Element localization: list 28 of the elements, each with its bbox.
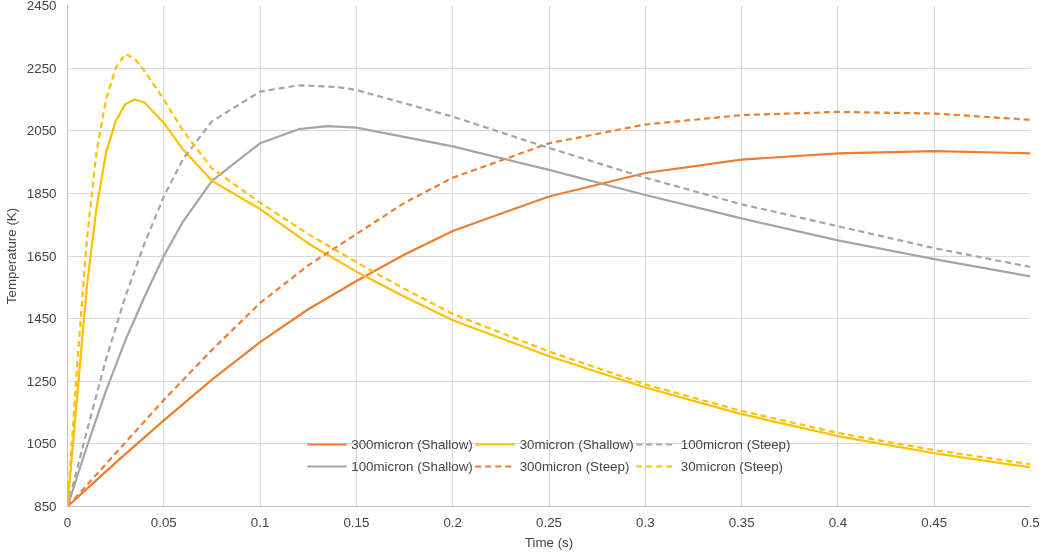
y-tick-label: 2050 <box>26 123 57 139</box>
x-axis-title: Time (s) <box>524 534 574 550</box>
legend-label: 300micron (Steep) <box>519 458 630 474</box>
y-tick-label: 1050 <box>26 436 57 452</box>
x-tick-label: 0.5 <box>1021 514 1040 530</box>
legend-label: 30micron (Steep) <box>680 458 784 474</box>
legend-label: 100micron (Shallow) <box>351 458 473 474</box>
x-tick-label: 0.35 <box>728 514 755 530</box>
y-tick-label: 850 <box>34 499 57 514</box>
y-tick-label: 2450 <box>26 0 57 13</box>
x-tick-label: 0.45 <box>921 514 948 530</box>
x-tick-label: 0.25 <box>536 514 562 530</box>
legend-label: 100micron (Steep) <box>680 436 791 452</box>
x-tick-label: 0.2 <box>443 514 462 530</box>
x-tick-label: 0 <box>63 514 72 530</box>
x-tick-label: 0.05 <box>150 514 177 530</box>
x-tick-label: 0.3 <box>636 514 655 530</box>
x-tick-label: 0.1 <box>250 514 270 530</box>
y-tick-label: 1850 <box>26 185 57 201</box>
y-tick-label: 1450 <box>26 311 57 327</box>
legend-label: 300micron (Shallow) <box>351 436 473 452</box>
legend-label: 30micron (Shallow) <box>519 436 634 452</box>
y-tick-label: 1650 <box>26 248 57 264</box>
x-tick-label: 0.15 <box>343 514 370 530</box>
y-tick-label: 2250 <box>26 60 57 76</box>
y-axis-title: Temperature (K) <box>3 207 19 305</box>
x-tick-label: 0.4 <box>828 514 848 530</box>
y-tick-label: 1250 <box>26 373 57 389</box>
